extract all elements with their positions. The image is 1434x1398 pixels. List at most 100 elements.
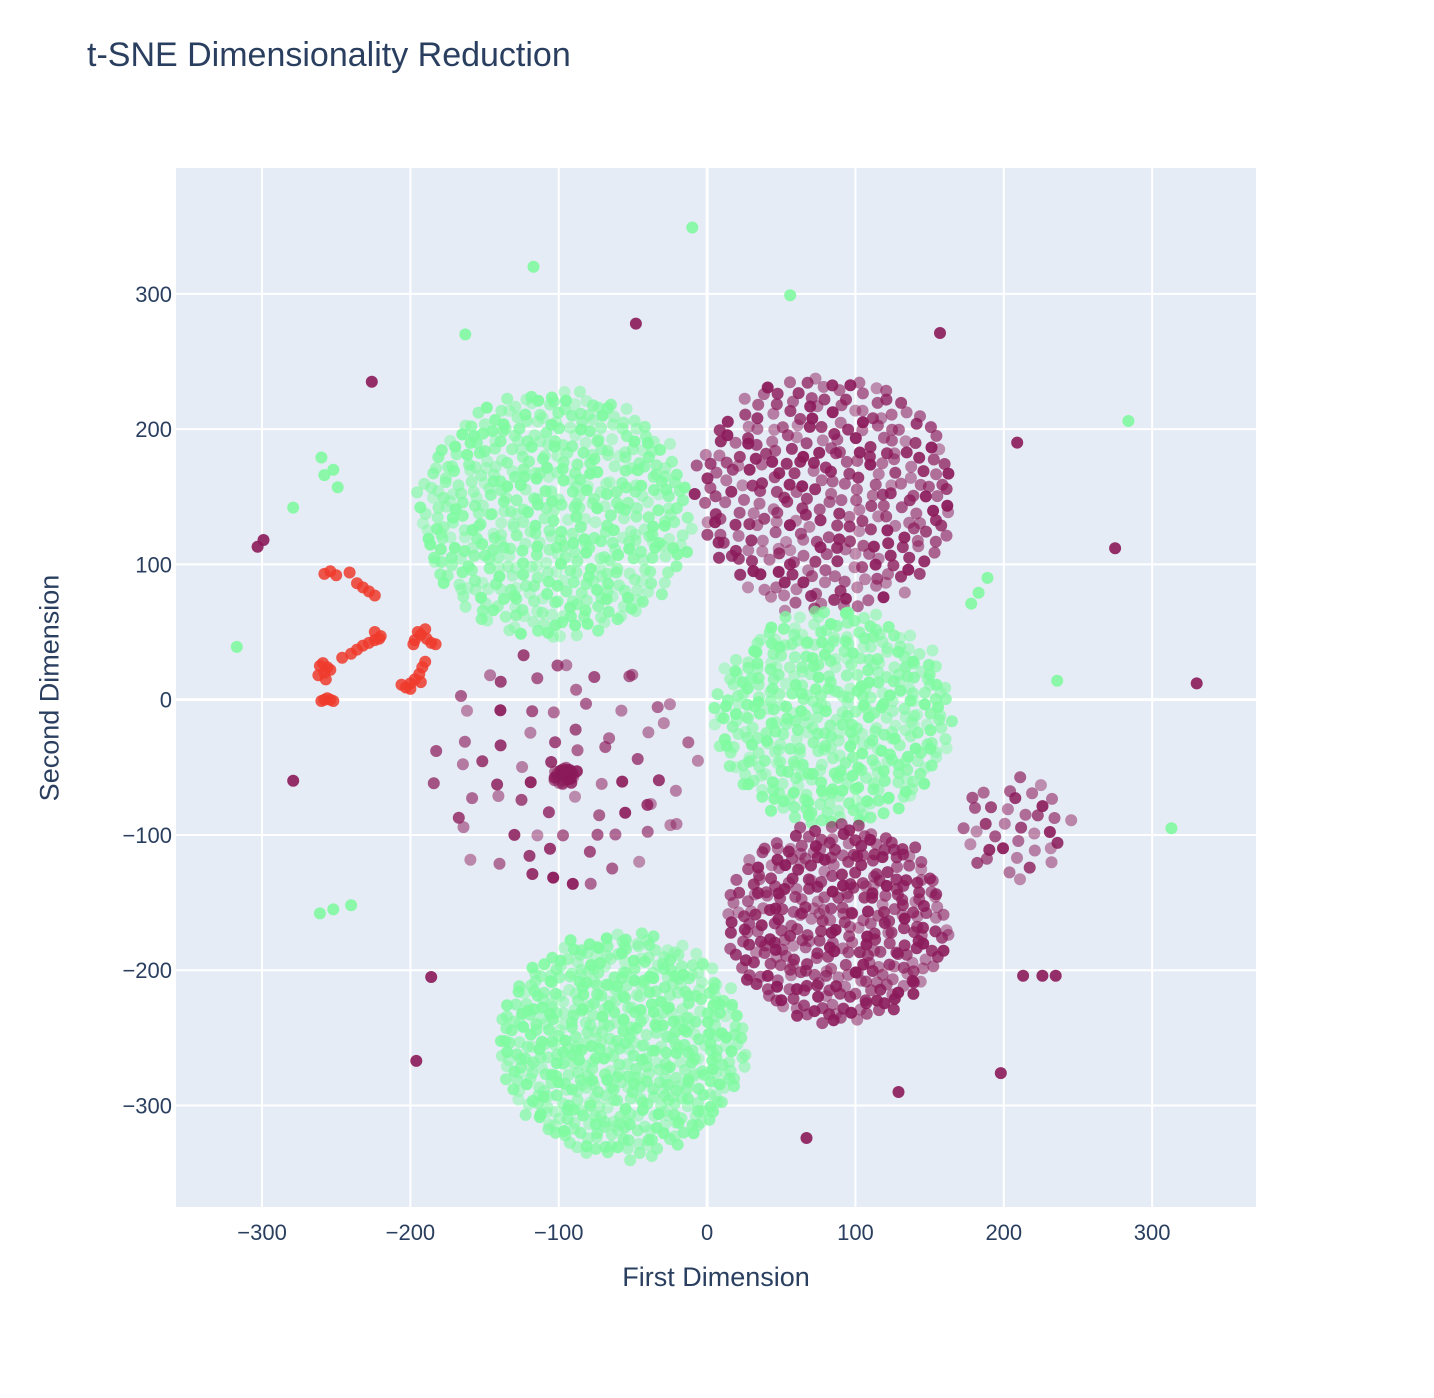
data-point — [826, 870, 839, 882]
data-point — [825, 821, 838, 833]
data-point — [768, 917, 781, 930]
data-point — [631, 753, 644, 765]
data-point — [780, 949, 792, 962]
data-point — [549, 596, 562, 609]
data-point — [649, 944, 662, 957]
data-point — [898, 939, 911, 952]
data-point — [970, 825, 983, 838]
data-point — [583, 425, 596, 438]
data-point — [567, 537, 580, 549]
data-point — [608, 460, 621, 473]
data-point — [434, 543, 447, 556]
data-point — [487, 604, 500, 617]
data-point — [730, 708, 742, 720]
data-point — [494, 583, 507, 596]
data-point — [942, 506, 955, 519]
data-point — [799, 508, 812, 521]
data-point — [522, 1098, 535, 1111]
data-point — [1031, 809, 1044, 822]
data-point — [740, 710, 753, 723]
data-point — [373, 632, 386, 645]
data-point — [481, 455, 494, 468]
data-point — [635, 479, 648, 492]
data-point — [652, 504, 665, 517]
data-point — [688, 1028, 701, 1041]
data-point — [851, 581, 864, 594]
data-point — [571, 744, 584, 757]
data-point — [770, 581, 783, 594]
data-point — [903, 859, 916, 872]
data-point — [741, 973, 753, 986]
data-point — [582, 1000, 595, 1013]
data-point — [638, 420, 651, 433]
data-point — [589, 1090, 602, 1103]
data-point — [866, 489, 879, 502]
data-point — [531, 605, 544, 618]
data-point — [812, 990, 825, 1003]
data-point — [580, 546, 593, 559]
data-point — [456, 758, 469, 771]
data-point — [754, 935, 767, 948]
data-point — [459, 600, 472, 613]
data-point — [431, 522, 443, 535]
data-point — [592, 624, 605, 637]
data-point — [768, 792, 781, 805]
data-point — [769, 745, 781, 758]
data-point — [869, 478, 882, 491]
data-point — [777, 622, 790, 635]
data-point — [811, 979, 824, 992]
data-point — [914, 975, 927, 988]
data-point — [735, 1032, 748, 1044]
data-point — [892, 423, 905, 436]
data-point — [731, 690, 744, 702]
data-point — [856, 561, 869, 574]
data-point — [739, 768, 752, 781]
data-point — [650, 459, 663, 472]
data-point — [900, 446, 913, 459]
data-point — [831, 519, 844, 532]
data-point — [448, 541, 461, 554]
data-point — [681, 1082, 693, 1095]
data-point — [634, 1004, 647, 1016]
data-point — [569, 987, 582, 1000]
data-point — [790, 583, 803, 596]
data-point — [608, 410, 620, 423]
data-point — [848, 614, 861, 627]
data-point — [913, 451, 926, 464]
data-point — [836, 901, 849, 914]
data-point — [524, 726, 537, 739]
data-point — [869, 933, 882, 946]
data-point — [762, 702, 775, 715]
data-point — [607, 524, 620, 537]
data-point — [864, 797, 877, 810]
data-point — [836, 718, 849, 731]
data-point — [559, 403, 571, 416]
data-point — [608, 971, 621, 984]
chart-title: t-SNE Dimensionality Reduction — [87, 36, 571, 74]
data-point — [857, 612, 870, 624]
data-point — [671, 1138, 684, 1151]
data-point — [600, 932, 613, 945]
x-axis-label: First Dimension — [622, 1262, 810, 1292]
data-point — [871, 653, 884, 665]
data-point — [862, 905, 874, 918]
data-point — [630, 502, 643, 514]
data-point — [468, 549, 481, 562]
data-points — [230, 221, 1203, 1167]
data-point — [877, 698, 890, 710]
y-tick-label: 200 — [135, 417, 172, 442]
x-tick-label: 0 — [701, 1220, 713, 1245]
data-point — [819, 576, 831, 589]
data-point — [918, 555, 931, 568]
data-point — [881, 866, 894, 879]
data-point — [486, 425, 499, 438]
data-point — [892, 802, 905, 815]
data-point — [775, 764, 788, 777]
data-point — [742, 656, 755, 669]
data-point — [554, 557, 567, 570]
data-point — [516, 761, 529, 773]
data-point — [930, 751, 943, 764]
data-point — [525, 979, 538, 992]
data-point — [742, 420, 755, 433]
data-point — [464, 853, 477, 866]
